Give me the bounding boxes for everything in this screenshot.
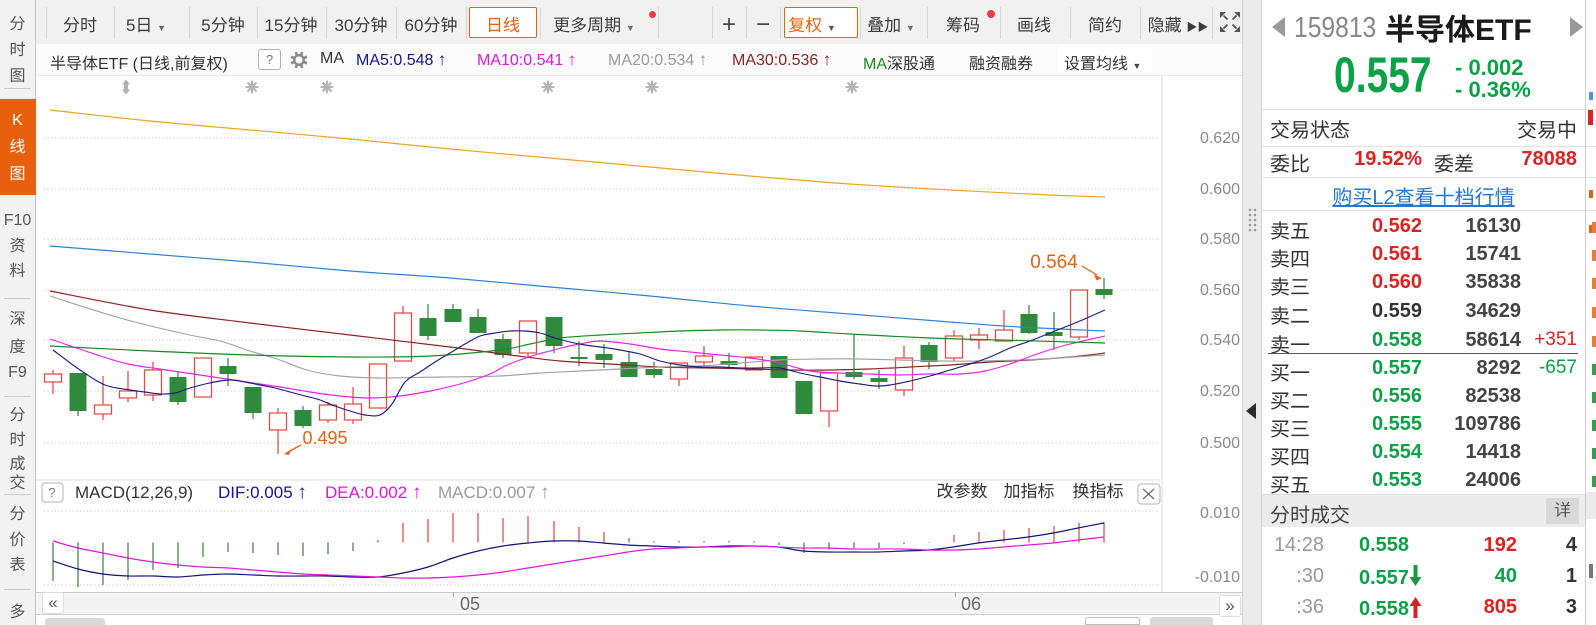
svg-text:DEA:0.002 ↑: DEA:0.002 ↑ [325, 482, 421, 503]
svg-text:0.010: 0.010 [1200, 505, 1240, 522]
svg-text:0.495: 0.495 [302, 428, 347, 448]
svg-text:MACD(12,26,9): MACD(12,26,9) [75, 483, 193, 502]
svg-text:0.620: 0.620 [1200, 130, 1240, 147]
svg-text:0.500: 0.500 [1200, 435, 1240, 452]
svg-text:0.580: 0.580 [1200, 231, 1240, 248]
svg-text:MACD:0.007 ↑: MACD:0.007 ↑ [438, 482, 550, 503]
svg-text:0.520: 0.520 [1200, 383, 1240, 400]
svg-text:-0.010: -0.010 [1195, 569, 1240, 586]
svg-text:0.540: 0.540 [1200, 332, 1240, 349]
svg-text:0.600: 0.600 [1200, 181, 1240, 198]
svg-text:加指标: 加指标 [1004, 482, 1055, 501]
svg-text:0.560: 0.560 [1200, 282, 1240, 299]
svg-text:?: ? [48, 485, 55, 500]
svg-text:0.564: 0.564 [1030, 252, 1078, 273]
svg-text:改参数: 改参数 [937, 482, 988, 501]
svg-text:换指标: 换指标 [1073, 482, 1124, 501]
svg-text:DIF:0.005 ↑: DIF:0.005 ↑ [218, 482, 307, 503]
